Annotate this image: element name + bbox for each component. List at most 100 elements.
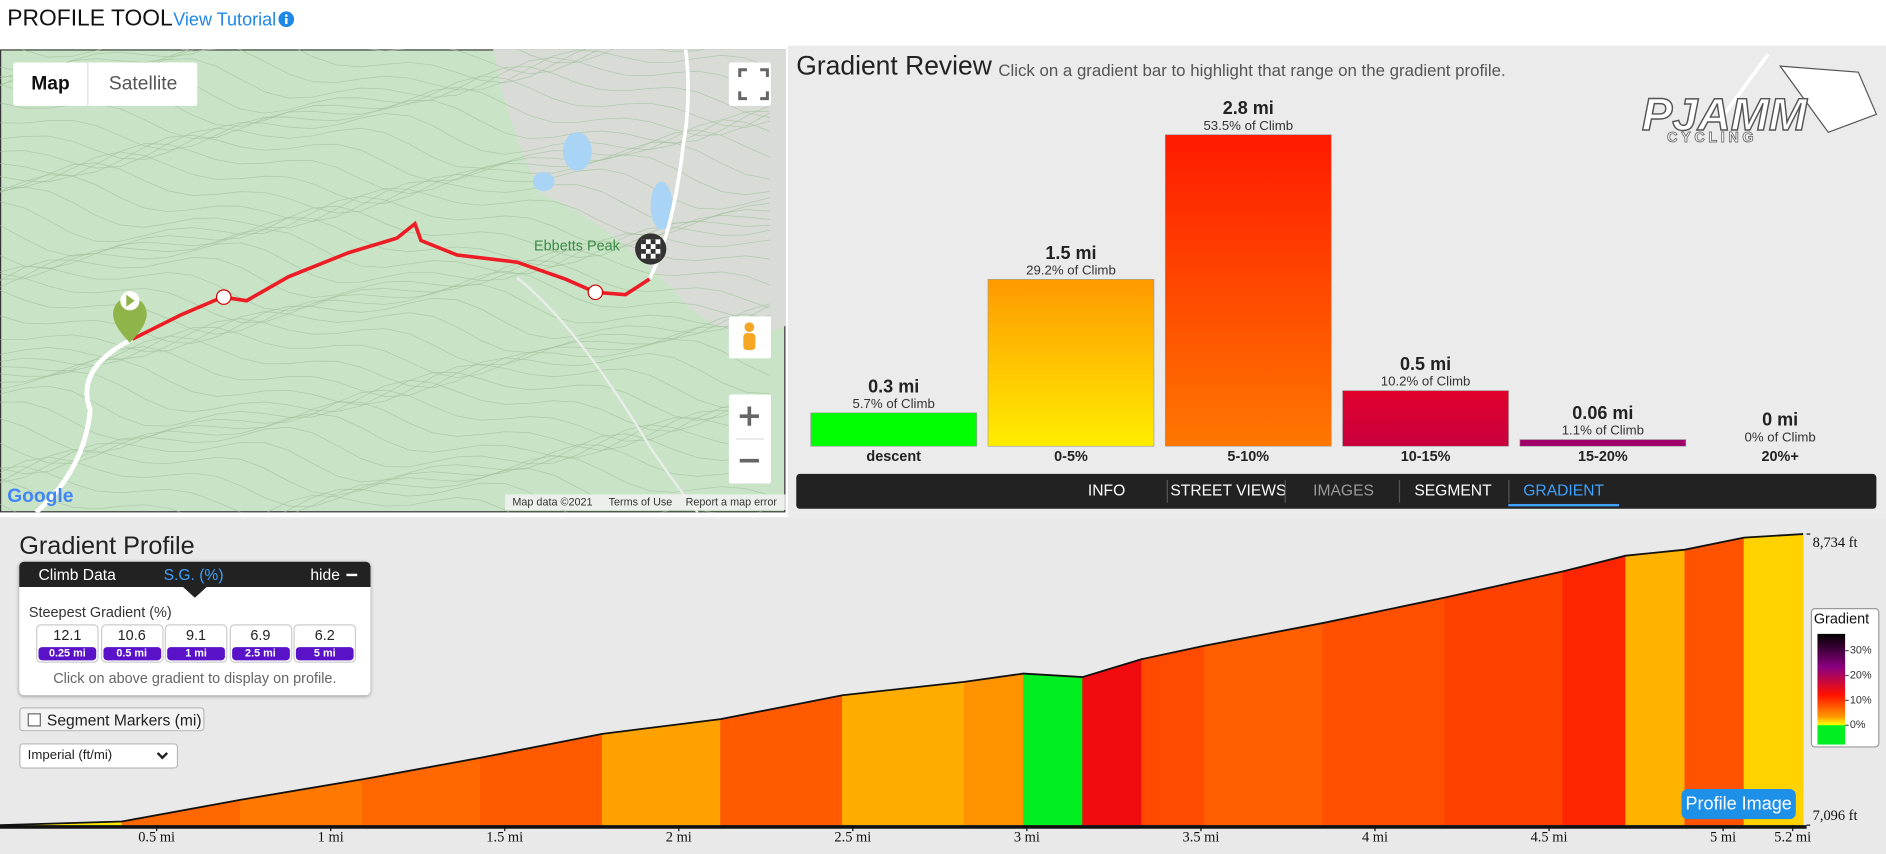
bar-category: 5-10% xyxy=(1227,449,1269,465)
gradient-bar[interactable] xyxy=(1164,134,1332,447)
bar-share-label: 0% of Climb xyxy=(1745,429,1816,444)
satellite-button[interactable]: Satellite xyxy=(109,73,177,94)
tab[interactable]: IMAGES xyxy=(1313,481,1374,500)
attribution: Map data ©2021 xyxy=(512,497,592,509)
x-axis xyxy=(0,825,1807,829)
profile-segment xyxy=(1322,597,1445,826)
gradient-bar[interactable] xyxy=(1519,439,1687,447)
profile-segment xyxy=(1743,533,1804,826)
x-tick-label: 5.2 mi xyxy=(1774,830,1811,846)
bar-category: 0-5% xyxy=(1054,449,1088,465)
climb-panel: Climb Data S.G. (%) hide Steepest Gradie… xyxy=(19,561,371,696)
steepest-value: 6.9 xyxy=(250,626,271,644)
x-tick-label: 5 mi xyxy=(1710,830,1736,846)
units-label: Imperial (ft/mi) xyxy=(27,748,113,763)
steepest-value: 9.1 xyxy=(186,626,207,644)
profile-segment xyxy=(1562,555,1626,826)
bar-category: descent xyxy=(866,449,921,465)
y-tick-label: 8,734 ft xyxy=(1813,535,1858,551)
profile-segment xyxy=(480,733,603,826)
review-title: Gradient Review xyxy=(796,50,992,81)
panel-tab[interactable]: S.G. (%) xyxy=(163,565,224,584)
legend-title: Gradient xyxy=(1814,611,1869,627)
profile-title: Gradient Profile xyxy=(19,532,194,560)
info-icon[interactable] xyxy=(278,11,295,28)
bar-value-label: 0 mi xyxy=(1762,410,1798,430)
tab[interactable]: STREET VIEWS xyxy=(1170,481,1287,500)
profile-segment xyxy=(1023,673,1083,826)
panel-tab[interactable]: Climb Data xyxy=(38,565,116,584)
x-tick-label: 2 mi xyxy=(666,830,692,846)
steepest-distance: 1 mi xyxy=(167,647,225,661)
profile-segment xyxy=(601,718,721,826)
gradient-bar[interactable] xyxy=(1342,390,1509,447)
units-select[interactable]: Imperial (ft/mi) xyxy=(19,743,179,769)
steepest-box[interactable]: 9.1 1 mi xyxy=(164,624,228,663)
y-tick-label: 7,096 ft xyxy=(1813,808,1858,824)
logo-tagline: CYCLING xyxy=(1667,130,1757,146)
profile-segment xyxy=(1141,645,1205,826)
panel-heading: Steepest Gradient (%) xyxy=(28,603,172,621)
steepest-distance: 0.25 mi xyxy=(38,647,97,661)
steepest-box[interactable]: 10.6 0.5 mi xyxy=(100,624,163,663)
hide-icon xyxy=(346,573,358,577)
gradient-bar[interactable] xyxy=(810,412,977,447)
steepest-distance: 2.5 mi xyxy=(231,647,290,661)
profile-segment xyxy=(239,779,363,826)
profile-image-button[interactable]: Profile Image xyxy=(1681,789,1796,820)
gradient-bar[interactable] xyxy=(987,279,1155,447)
checkbox[interactable] xyxy=(27,713,41,727)
bar-value-label: 0.06 mi xyxy=(1572,403,1633,423)
profile-segment xyxy=(1444,570,1564,826)
tab-bar: INFO STREET VIEWS IMAGES SEGMENT GRADIENT xyxy=(796,473,1877,509)
profile-segment xyxy=(1204,622,1324,826)
x-tick-label: 2.5 mi xyxy=(834,830,871,846)
x-tick-label: 0.5 mi xyxy=(138,830,175,846)
x-tick-label: 4 mi xyxy=(1362,830,1388,846)
legend-tick-label: 20% xyxy=(1850,669,1872,681)
profile-segment xyxy=(1082,658,1143,826)
legend-tick-label: 0% xyxy=(1850,719,1866,731)
place-label: Ebbetts Peak xyxy=(534,238,621,254)
profile-segment xyxy=(963,673,1024,826)
x-tick-label: 1.5 mi xyxy=(486,830,523,846)
logo-name: PJAMM xyxy=(1642,89,1808,140)
page-title: PROFILE TOOL xyxy=(7,6,173,32)
report-link[interactable]: Report a map error xyxy=(686,497,778,509)
tab[interactable]: GRADIENT xyxy=(1523,481,1605,500)
panel-note: Click on above gradient to display on pr… xyxy=(53,669,337,687)
tab[interactable]: INFO xyxy=(1087,481,1126,500)
bar-value-label: 0.5 mi xyxy=(1400,354,1451,374)
map[interactable]: Ebbetts Peak Map Satellite Google Map da… xyxy=(0,49,786,513)
profile-segment xyxy=(1625,549,1686,826)
terms-link[interactable]: Terms of Use xyxy=(609,497,673,509)
segment-label: Segment Markers (mi) xyxy=(46,710,202,729)
steepest-distance: 0.5 mi xyxy=(102,647,161,661)
steepest-distance: 5 mi xyxy=(295,647,354,661)
profile-line xyxy=(0,533,1804,827)
bar-value-label: 0.3 mi xyxy=(868,376,919,396)
steepest-box[interactable]: 6.9 2.5 mi xyxy=(229,624,292,663)
tab[interactable]: SEGMENT xyxy=(1414,481,1492,500)
x-tick-label: 3 mi xyxy=(1014,830,1040,846)
steepest-box[interactable]: 12.1 0.25 mi xyxy=(36,624,99,663)
bar-category: 15-20% xyxy=(1578,449,1628,465)
segment-toggle[interactable]: Segment Markers (mi) xyxy=(19,707,205,732)
dropdown-icon xyxy=(156,752,169,760)
tutorial-link[interactable]: View Tutorial xyxy=(173,9,277,31)
legend-tick-label: 10% xyxy=(1850,694,1872,706)
x-tick-label: 4.5 mi xyxy=(1531,830,1568,846)
hide-button[interactable]: hide xyxy=(310,565,340,584)
panel-header xyxy=(19,561,371,587)
x-tick-label: 1 mi xyxy=(318,830,344,846)
x-tick-label: 3.5 mi xyxy=(1183,830,1220,846)
steepest-box[interactable]: 6.2 5 mi xyxy=(293,624,357,663)
bar-share-label: 5.7% of Climb xyxy=(853,396,935,411)
map-button[interactable]: Map xyxy=(31,73,69,94)
tab-separator xyxy=(1398,479,1400,503)
bar-category: 10-15% xyxy=(1401,449,1451,465)
steepest-value: 10.6 xyxy=(117,626,146,644)
tab-underline xyxy=(1508,503,1619,507)
